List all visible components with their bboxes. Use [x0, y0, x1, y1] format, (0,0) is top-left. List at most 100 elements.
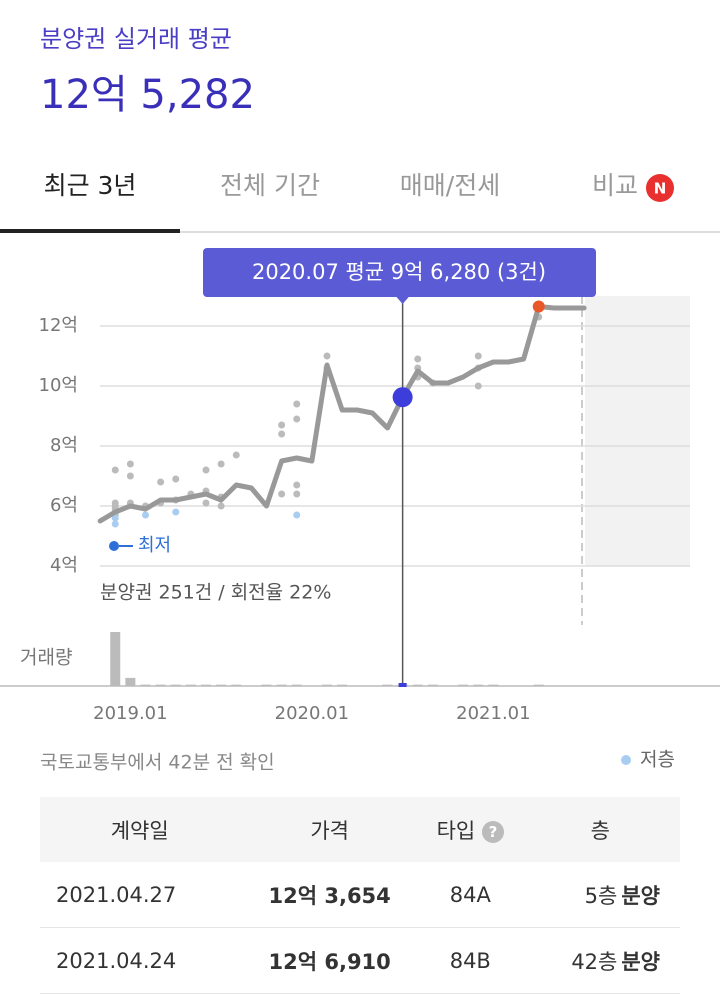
transaction-point	[111, 466, 119, 474]
sale-tag: 분양	[621, 949, 660, 974]
title: 분양권 실거래 평균	[40, 25, 232, 53]
transaction-point	[278, 421, 286, 429]
volume-label: 거래량	[20, 647, 72, 669]
min-label: 최저	[138, 535, 171, 556]
transaction-point	[217, 502, 225, 510]
volume-bar	[382, 684, 393, 686]
transaction-point	[474, 352, 482, 360]
header-row: 계약일 가격 타입 ? 층	[40, 797, 680, 862]
tab[interactable]: 매매/전세	[400, 171, 500, 200]
volume-bar	[488, 684, 499, 686]
new-badge	[646, 174, 674, 202]
average-value: 12억 5,282	[40, 72, 255, 118]
contract-date: 2021.04.24	[40, 927, 240, 994]
transaction-point	[323, 352, 331, 360]
latest-point	[532, 300, 545, 313]
volume-bar	[231, 684, 242, 686]
transaction-point	[293, 400, 301, 408]
transaction-point	[474, 382, 482, 390]
floor-cell: 5층 분양	[520, 862, 680, 928]
y-tick-label: 12억	[39, 315, 78, 336]
volume-bar	[261, 684, 272, 686]
screen: 분양권 실거래 평균 12억 5,282 최근 3년 전체 기간 매매/전세 비…	[0, 25, 720, 774]
transaction-point	[293, 481, 301, 489]
sale-tag: 분양	[621, 883, 660, 908]
transaction-point	[293, 415, 301, 423]
volume-bar	[140, 684, 151, 686]
tab[interactable]: 비교	[592, 171, 638, 200]
column-header: 타입 ?	[419, 797, 521, 862]
source-note: 국토교통부에서 42분 전 확인	[40, 752, 275, 774]
tooltip-text: 2020.07 평균 9억 6,280 (3건)	[252, 260, 546, 284]
transaction-point	[172, 508, 180, 516]
legend-label: 저층	[640, 749, 675, 771]
floor: 5층	[584, 883, 618, 908]
legend-marker	[621, 755, 631, 765]
x-tick-label: 2019.01	[93, 703, 167, 724]
volume-bar	[427, 684, 438, 686]
volume-bar	[185, 684, 196, 686]
floor-cell: 42층 분양	[520, 927, 680, 994]
y-tick-label: 4억	[50, 555, 78, 576]
table-row: 2021.04.27 12억 3,654 84A 5층 분양	[40, 862, 680, 928]
contract-date: 2021.04.27	[40, 862, 240, 928]
trend-line	[97, 304, 587, 524]
transaction-point	[232, 451, 240, 459]
tab[interactable]: 전체 기간	[220, 171, 320, 200]
x-tick-label: 2020.01	[275, 703, 349, 724]
volume-bar	[291, 684, 302, 686]
help-icon[interactable]: ?	[481, 820, 504, 843]
tab[interactable]: 최근 3년	[44, 171, 137, 200]
volume-bar	[337, 684, 348, 686]
volume-bar	[201, 684, 211, 686]
tooltip-arrow	[395, 296, 410, 304]
table-row: 2021.04.24 12억 6,910 84B 42층 분양	[40, 927, 680, 994]
volume-bar	[155, 684, 166, 686]
transaction-point	[202, 499, 210, 507]
transaction-point	[157, 478, 165, 486]
volume-bar	[533, 684, 544, 686]
transaction-point	[293, 511, 301, 519]
volume-bar	[322, 684, 332, 686]
transaction-point	[202, 466, 210, 474]
transaction-point	[142, 511, 149, 519]
transaction-point	[126, 460, 134, 468]
transaction-point	[111, 514, 119, 522]
x-tick-label: 2021.01	[456, 703, 530, 724]
price: 12억 3,654	[239, 862, 420, 928]
summary: 분양권 251건 / 회전율 22%	[100, 582, 331, 604]
transaction-point	[217, 460, 225, 468]
new-badge-text: N	[654, 180, 667, 198]
column-header: 층	[520, 797, 680, 862]
volume-bar	[412, 684, 423, 686]
column-header: 가격	[239, 797, 420, 862]
volume-bar	[276, 684, 287, 686]
volume-bar	[125, 677, 136, 686]
tooltip	[203, 248, 596, 297]
y-tick-label: 6억	[50, 495, 78, 516]
transaction-point	[293, 490, 301, 498]
transactions-table: 계약일 가격 타입 ? 층 2021.04.27 12억 3,654 84A 5층 분양…	[40, 797, 680, 994]
unit-type: 84A	[419, 862, 521, 928]
transaction-point	[111, 520, 119, 528]
y-tick-label: 10억	[39, 375, 78, 396]
transaction-point	[172, 475, 180, 483]
transaction-point	[414, 355, 422, 363]
unit-type: 84B	[419, 927, 521, 994]
volume-bar	[170, 684, 181, 686]
column-header: 계약일	[40, 797, 240, 862]
transaction-point	[278, 490, 286, 498]
volume-bar	[216, 684, 227, 686]
transaction-point	[278, 430, 286, 438]
column-header-text: 타입	[436, 818, 476, 843]
transaction-point	[126, 472, 134, 480]
highlight-point	[392, 387, 413, 408]
price: 12억 6,910	[239, 927, 420, 994]
min-marker	[109, 541, 119, 551]
volume-bar	[110, 632, 121, 686]
volume-bar	[458, 684, 469, 686]
volume-bar	[473, 684, 484, 686]
future-area	[585, 296, 690, 566]
